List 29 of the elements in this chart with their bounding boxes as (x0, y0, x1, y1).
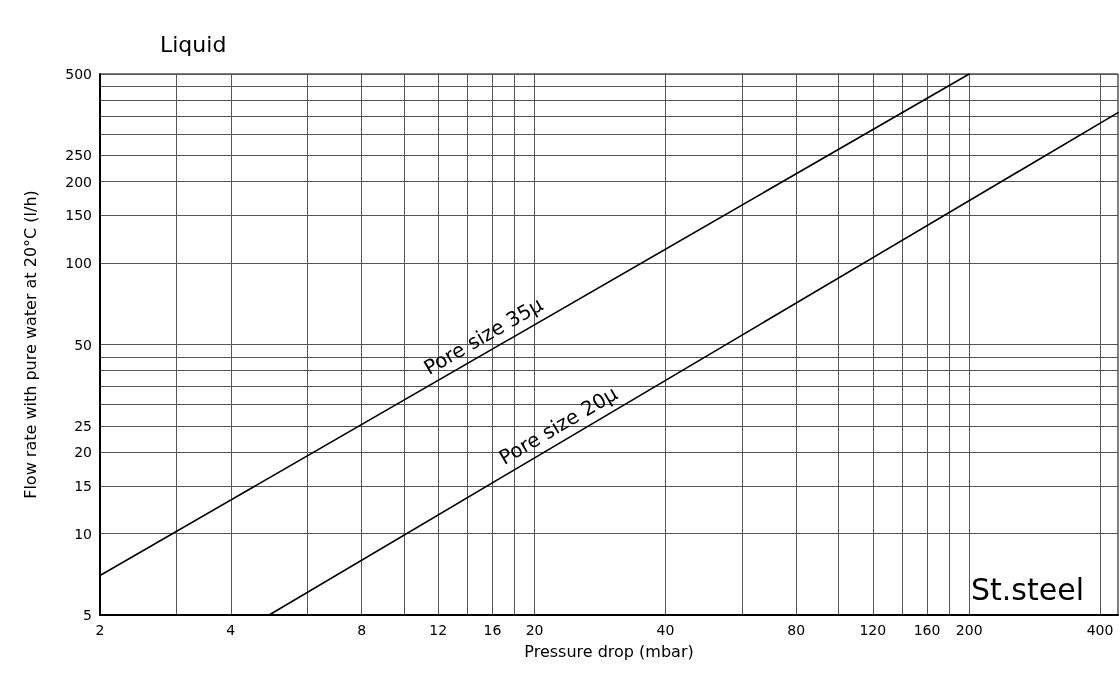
y-tick-label: 5 (83, 607, 92, 623)
y-tick-label: 250 (65, 147, 92, 164)
x-tick-label: 160 (913, 622, 941, 638)
y-tick-label: 500 (65, 66, 92, 82)
annotation: St.steel (971, 571, 1084, 607)
text: Pore size 35μ (419, 292, 548, 380)
x-tick-label: 16 (483, 622, 502, 638)
y-tick-label: 15 (74, 477, 92, 494)
y-tick-label: 50 (74, 336, 92, 353)
x-tick-label: 80 (787, 622, 806, 638)
text: Pore size 20μ (494, 380, 622, 470)
chart-title: Liquid (160, 31, 227, 57)
y-tick-label: 100 (65, 255, 92, 272)
x-tick-label: 2 (95, 622, 105, 638)
y-tick-label: 200 (65, 173, 92, 190)
x-tick-label: 200 (955, 622, 983, 638)
x-tick-label: 4 (226, 622, 236, 638)
x-axis-title: Pressure drop (mbar) (524, 641, 694, 661)
y-axis-title: Flow rate with pure water at 20°C (l/h) (20, 190, 40, 499)
y-tick-label: 150 (65, 207, 92, 224)
y-tick-label: 10 (74, 525, 92, 542)
y-tick-label: 20 (74, 444, 92, 461)
x-tick-label: 20 (525, 622, 544, 638)
x-tick-label: 40 (656, 622, 675, 638)
y-tick-label: 25 (74, 417, 92, 434)
x-tick-label: 8 (357, 622, 367, 638)
x-tick-label: 12 (429, 622, 448, 638)
x-tick-label: 400 (1086, 622, 1114, 638)
x-tick-label: 120 (859, 622, 887, 638)
